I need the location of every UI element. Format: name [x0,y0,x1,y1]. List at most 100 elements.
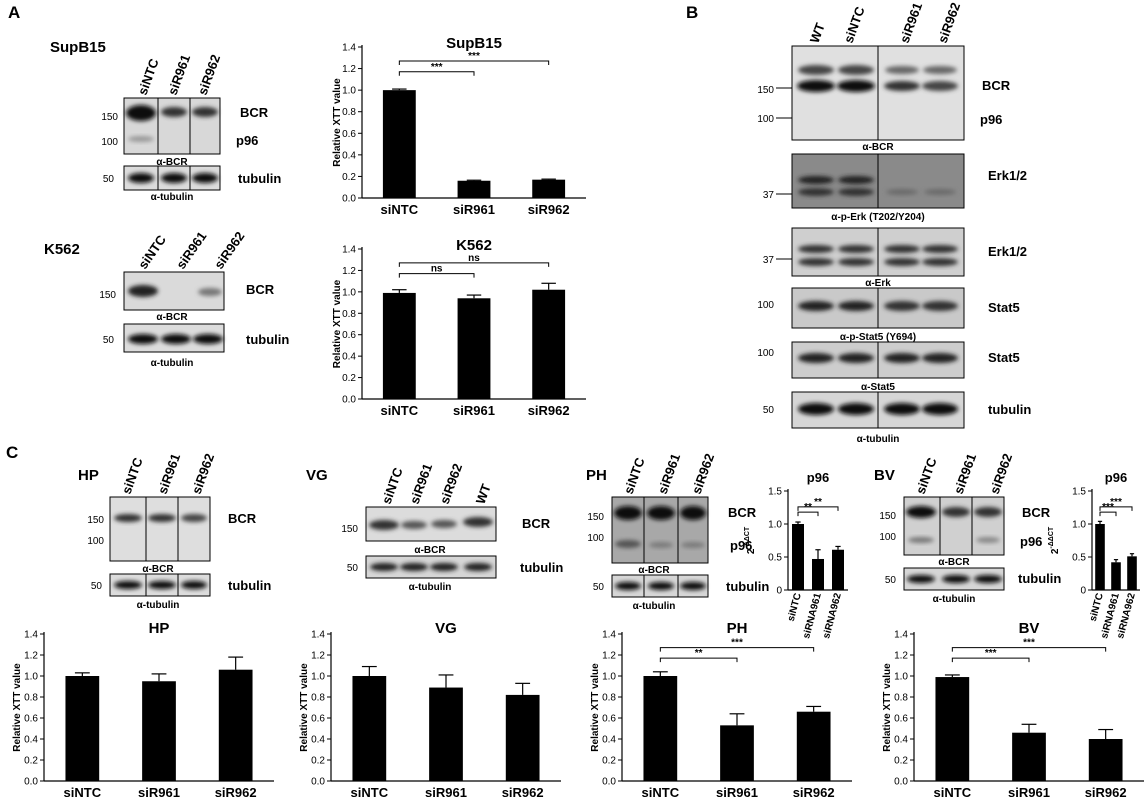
band [126,105,156,121]
y-tick-label: 0.8 [894,693,908,704]
band [114,514,142,522]
band-label: BCR [728,505,757,520]
band [798,176,834,184]
band [798,65,834,75]
band-label: tubulin [238,171,281,186]
blot-membrane [903,496,1005,556]
mw-marker: 100 [757,348,774,359]
y-tick-label: 0.8 [342,309,356,320]
lane-label: siR961 [155,452,183,497]
chart-hp: HP Relative XTT value 0.0 0.2 0.4 0.6 0.8 1.0 1.… [12,620,274,800]
y-tick-label: 0.5 [768,553,782,564]
mw-marker: 100 [101,137,118,148]
band [370,563,398,571]
band [923,66,957,74]
band [974,507,1002,517]
y-tick-label: 0.4 [342,352,356,363]
bar [532,289,566,399]
x-tick-label: siR962 [528,403,570,418]
band [942,507,970,517]
antibody-label: α-p-Stat5 (Y694) [840,332,916,343]
x-tick-label: siR961 [1008,785,1050,800]
lane-label: siNTC [135,56,162,97]
blot-bv: BV siNTC siR961 siR962 150 100 BCR p96 α… [874,452,1061,605]
band [181,514,207,522]
y-axis-label: 2-ΔΔCT [1048,526,1061,554]
mw-marker: 37 [763,255,775,266]
band [906,506,936,518]
lane-label: siR961 [173,229,209,272]
band [797,80,835,92]
mw-marker: 150 [99,290,116,301]
x-tick-label: siNTC [351,785,389,800]
significance-label: *** [985,648,997,659]
x-tick-label: siR962 [1085,785,1127,800]
y-tick-label: 0.8 [342,107,356,118]
cell-line-title: K562 [44,241,80,258]
y-tick-label: 0.2 [342,373,356,384]
y-tick-label: 0.0 [894,777,908,788]
chart-bv_p96: p962-ΔΔCT00.51.01.5siNTCsiRNA961siRNA962… [1048,470,1140,640]
y-tick-label: 1.0 [342,287,356,298]
band [680,582,706,590]
y-tick-label: 1.0 [894,672,908,683]
bar [796,711,831,781]
antibody-label: α-tubulin [857,434,900,445]
band [192,173,218,183]
bar [1012,732,1046,781]
mw-marker: 100 [757,114,774,125]
y-tick-label: 0.6 [602,714,616,725]
y-tick-label: 1.0 [1072,520,1086,531]
bar [643,676,678,781]
band-label: Erk1/2 [988,244,1027,259]
x-tick-label: siNTC [786,592,804,623]
bar [1088,739,1123,781]
mw-marker: 50 [885,575,897,586]
lane-label: siR962 [935,1,963,46]
y-tick-label: 0.4 [602,735,616,746]
antibody-label: α-Stat5 [861,382,895,393]
band-label: Erk1/2 [988,168,1027,183]
lane-label: siR961 [165,53,193,98]
x-tick-label: siR962 [502,785,544,800]
band [838,188,874,196]
y-axis-label: Relative XTT value [332,78,343,167]
band [838,301,874,311]
significance-label: ns [468,253,480,264]
blot-ph: PH siNTC siR961 siR962 150 100 BCR p96 α… [586,452,769,612]
x-tick-label: siR961 [716,785,758,800]
chart-title: p96 [807,470,829,485]
band [884,81,920,91]
x-tick-label: siNTC [934,785,972,800]
significance-bracket [1099,511,1117,517]
band [128,285,158,297]
y-tick-label: 1.0 [602,672,616,683]
mw-marker: 50 [103,174,115,185]
y-tick-label: 1.4 [602,630,616,641]
chart-ph: PH Relative XTT value 0.0 0.2 0.4 0.6 0.8 1.0 1.… [590,620,852,800]
bar [1095,524,1105,590]
blot-vg: VG siNTC siR961 siR962 WT 150 BCR α-BCR … [306,462,563,593]
y-tick-label: 0.6 [894,714,908,725]
bar-charts: SupB15 Relative XTT value 0.0 0.2 0.4 0.6 0.8 1… [12,35,1144,800]
significance-label: *** [431,62,443,73]
blot-supb15: SupB15 siNTC siR961 siR962 150 100 BCR p… [50,39,281,203]
bar [532,179,566,198]
band [922,403,958,415]
band [161,334,191,344]
cell-line-title: VG [306,467,328,484]
band-label: p96 [980,112,1002,127]
lane-label: siR962 [437,462,465,507]
bar [352,676,387,781]
mw-marker: 50 [347,563,359,574]
lane-label: siNTC [135,232,169,272]
x-tick-label: siR961 [138,785,180,800]
mw-marker: 100 [757,300,774,311]
antibody-label: α-BCR [142,564,174,575]
chart-title: HP [149,620,170,637]
antibody-label: α-tubulin [933,594,976,605]
band [922,353,958,363]
band [615,540,641,548]
y-tick-label: 1.2 [342,266,356,277]
cell-line-title: PH [586,467,607,484]
